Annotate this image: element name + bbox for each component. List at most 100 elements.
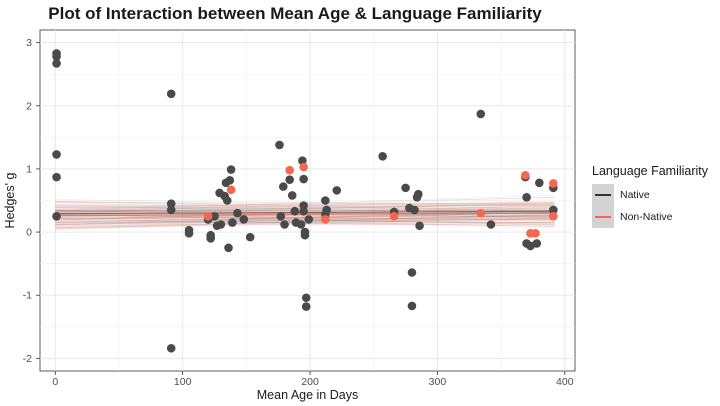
native-data-point <box>415 221 424 231</box>
native-data-point <box>410 205 419 215</box>
non-native-data-point <box>203 211 213 221</box>
x-tick-label: 100 <box>174 376 192 388</box>
native-data-point <box>166 199 176 208</box>
native-data-point <box>486 220 496 229</box>
native-data-point <box>414 189 423 199</box>
regression-draw-line <box>55 209 555 225</box>
regression-draw-line <box>55 217 555 227</box>
legend-key-native <box>592 184 614 206</box>
regression-draw-line <box>55 210 555 221</box>
native-data-point <box>166 343 176 353</box>
x-tick-label: 300 <box>429 376 447 388</box>
regression-draw-line <box>55 215 555 228</box>
regression-draw-line <box>55 217 555 228</box>
regression-draw-line <box>55 214 555 219</box>
non-native-data-point <box>321 215 330 224</box>
legend-label-non-native: Non-Native <box>620 211 673 223</box>
y-tick-label: 0 <box>26 227 32 239</box>
native-data-point <box>166 205 176 215</box>
regression-draw-line <box>55 215 555 219</box>
non-native-data-point <box>389 211 399 221</box>
native-data-point <box>476 109 486 119</box>
y-tick-label: -1 <box>23 290 32 302</box>
native-data-point <box>378 151 387 161</box>
native-data-point <box>301 293 311 303</box>
native-data-point <box>549 205 558 215</box>
non-native-data-point <box>531 229 540 238</box>
native-data-point <box>290 206 300 216</box>
regression-draw-line <box>55 210 555 221</box>
native-data-point <box>299 206 308 216</box>
x-tick-label: 400 <box>556 376 574 388</box>
non-native-data-point <box>226 185 236 195</box>
legend-item-non-native: Non-Native <box>592 206 708 228</box>
native-data-point <box>233 208 242 218</box>
native-data-point <box>322 205 331 215</box>
native-data-point <box>280 220 289 229</box>
native-data-point <box>52 211 61 221</box>
native-data-point <box>52 150 61 159</box>
regression-draw-line <box>55 212 555 223</box>
legend-label-native: Native <box>620 189 650 201</box>
native-data-point <box>184 229 194 238</box>
native-data-point <box>296 220 306 229</box>
native-data-point <box>225 175 235 185</box>
native-data-point <box>206 234 215 243</box>
native-data-point <box>535 178 544 188</box>
native-data-point <box>407 268 417 277</box>
native-data-point <box>299 174 308 184</box>
native-data-point <box>52 52 61 61</box>
native-data-point <box>224 243 233 253</box>
native-data-point <box>278 182 288 191</box>
native-data-point <box>321 196 330 205</box>
legend-item-native: Native <box>592 184 708 206</box>
native-data-point <box>285 175 294 184</box>
y-tick-label: 2 <box>26 100 32 112</box>
non-native-data-point <box>549 179 558 188</box>
x-tick-label: 0 <box>52 376 58 388</box>
native-data-point <box>287 191 297 200</box>
native-data-point <box>210 211 219 221</box>
x-tick-label: 200 <box>301 376 319 388</box>
non-native-data-point <box>549 211 558 221</box>
native-data-point <box>166 89 176 99</box>
non-native-data-point <box>476 208 486 218</box>
native-data-point <box>304 215 314 224</box>
chart-title: Plot of Interaction between Mean Age & L… <box>48 4 542 23</box>
native-data-point <box>52 59 61 68</box>
axis-ticks: 0 100 200 300 400 -2 -1 0 1 2 3 <box>23 37 574 388</box>
legend-title: Language Familiarity <box>592 164 709 178</box>
native-data-point <box>226 165 236 174</box>
y-tick-label: 1 <box>26 163 32 175</box>
regression-draw-line <box>55 211 555 223</box>
x-axis-title: Mean Age in Days <box>257 388 358 402</box>
y-tick-label: 3 <box>26 37 32 49</box>
legend-key-non-native <box>592 206 614 228</box>
native-data-point <box>228 218 237 227</box>
native-data-point <box>332 186 342 195</box>
native-data-point <box>216 220 226 229</box>
native-data-point <box>275 140 284 150</box>
native-data-point <box>239 215 249 224</box>
data-points <box>52 49 558 353</box>
y-axis-title: Hedges' g <box>3 173 17 229</box>
non-native-data-point <box>299 162 308 172</box>
native-data-point <box>401 183 410 193</box>
non-native-data-point <box>285 165 294 175</box>
native-data-point <box>532 239 542 248</box>
legend: Language Familiarity Native Non-Native <box>592 164 708 228</box>
native-data-point <box>52 172 61 182</box>
regression-draw-line <box>55 220 555 223</box>
native-data-point <box>245 232 255 242</box>
native-data-point <box>301 302 311 311</box>
regression-draw-line <box>55 214 555 229</box>
native-data-point <box>276 211 286 221</box>
native-data-point <box>300 230 310 240</box>
native-data-point <box>407 301 417 311</box>
native-data-point <box>522 193 531 202</box>
regression-draw-line <box>55 214 555 229</box>
y-tick-label: -2 <box>23 353 32 365</box>
grid-lines <box>40 30 575 371</box>
non-native-data-point <box>521 170 530 180</box>
